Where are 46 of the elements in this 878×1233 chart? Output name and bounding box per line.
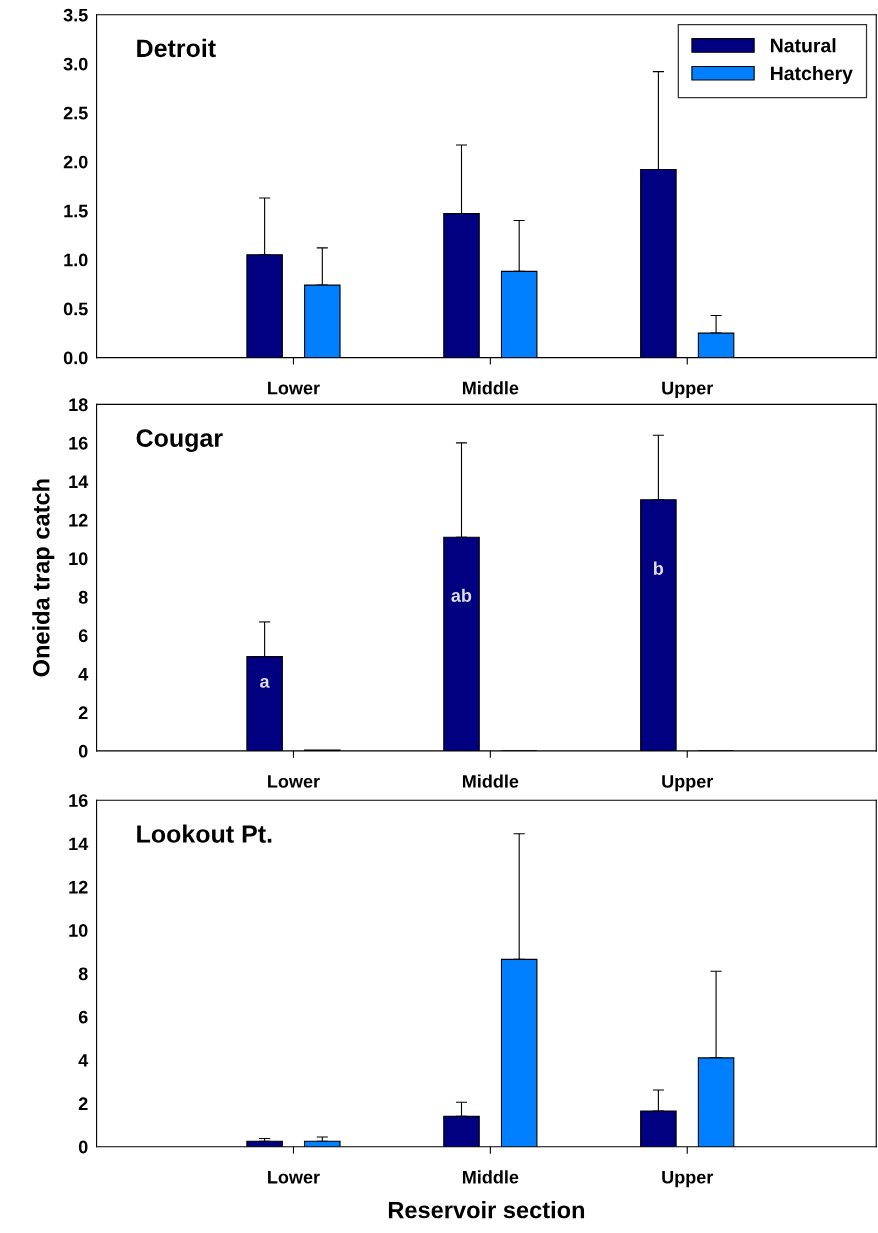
y-tick-label: 8: [78, 590, 88, 604]
y-tick-label: 12: [69, 880, 88, 894]
y-tick-label: 0.0: [63, 351, 88, 365]
y-tick-label: 1.5: [64, 204, 88, 218]
y-tick-label: 18: [69, 398, 88, 412]
annotation: ab: [451, 588, 472, 602]
y-tick-label: 3.0: [63, 57, 88, 71]
x-tick-label: Middle: [462, 381, 519, 395]
y-tick-label: 10: [69, 552, 88, 566]
y-tick-label: 0.5: [63, 302, 88, 316]
y-tick-label: 2: [78, 706, 88, 719]
y-tick-label: 1.0: [64, 253, 88, 267]
annotation: a: [260, 677, 270, 688]
x-tick-label: Upper: [662, 1170, 714, 1188]
y-tick-label: 0: [78, 744, 88, 758]
text: Cougar: [136, 429, 223, 452]
legend-label: Hatchery: [771, 65, 853, 85]
y-tick-label: 14: [69, 837, 89, 851]
annotation: b: [653, 561, 664, 575]
y-tick-label: 4: [78, 668, 89, 681]
y-tick-label: 2.5: [63, 106, 88, 120]
y-tick-label: 2: [78, 1097, 88, 1110]
x-tick-label: Lower: [268, 1170, 320, 1184]
text: Detroit: [137, 38, 216, 58]
y-tick-label: 0: [78, 1140, 88, 1154]
y-tick-label: 2.0: [63, 155, 88, 169]
x-tick-label: Middle: [462, 1170, 519, 1184]
y-tick-label: 14: [69, 475, 89, 488]
x-tick-label: Lower: [268, 381, 320, 395]
x-axis-title: Reservoir section: [388, 1201, 585, 1219]
y-tick-label: 6: [78, 629, 88, 643]
x-tick-label: Upper: [662, 381, 714, 399]
y-tick-label: 8: [78, 967, 88, 981]
text: Lookout Pt.: [137, 824, 272, 843]
y-tick-label: 6: [78, 1010, 88, 1024]
x-tick-label: Lower: [268, 775, 320, 788]
x-tick-label: Upper: [662, 775, 714, 792]
legend-label: Natural: [771, 38, 836, 53]
y-tick-label: 3.5: [63, 8, 88, 22]
y-axis-title: Oneida trap catch: [32, 479, 55, 677]
y-tick-label: 10: [69, 924, 88, 937]
y-tick-label: 16: [69, 794, 88, 807]
y-tick-label: 12: [69, 513, 88, 527]
x-tick-label: Middle: [462, 774, 519, 788]
y-tick-label: 16: [69, 436, 88, 450]
y-tick-label: 4: [78, 1054, 89, 1067]
